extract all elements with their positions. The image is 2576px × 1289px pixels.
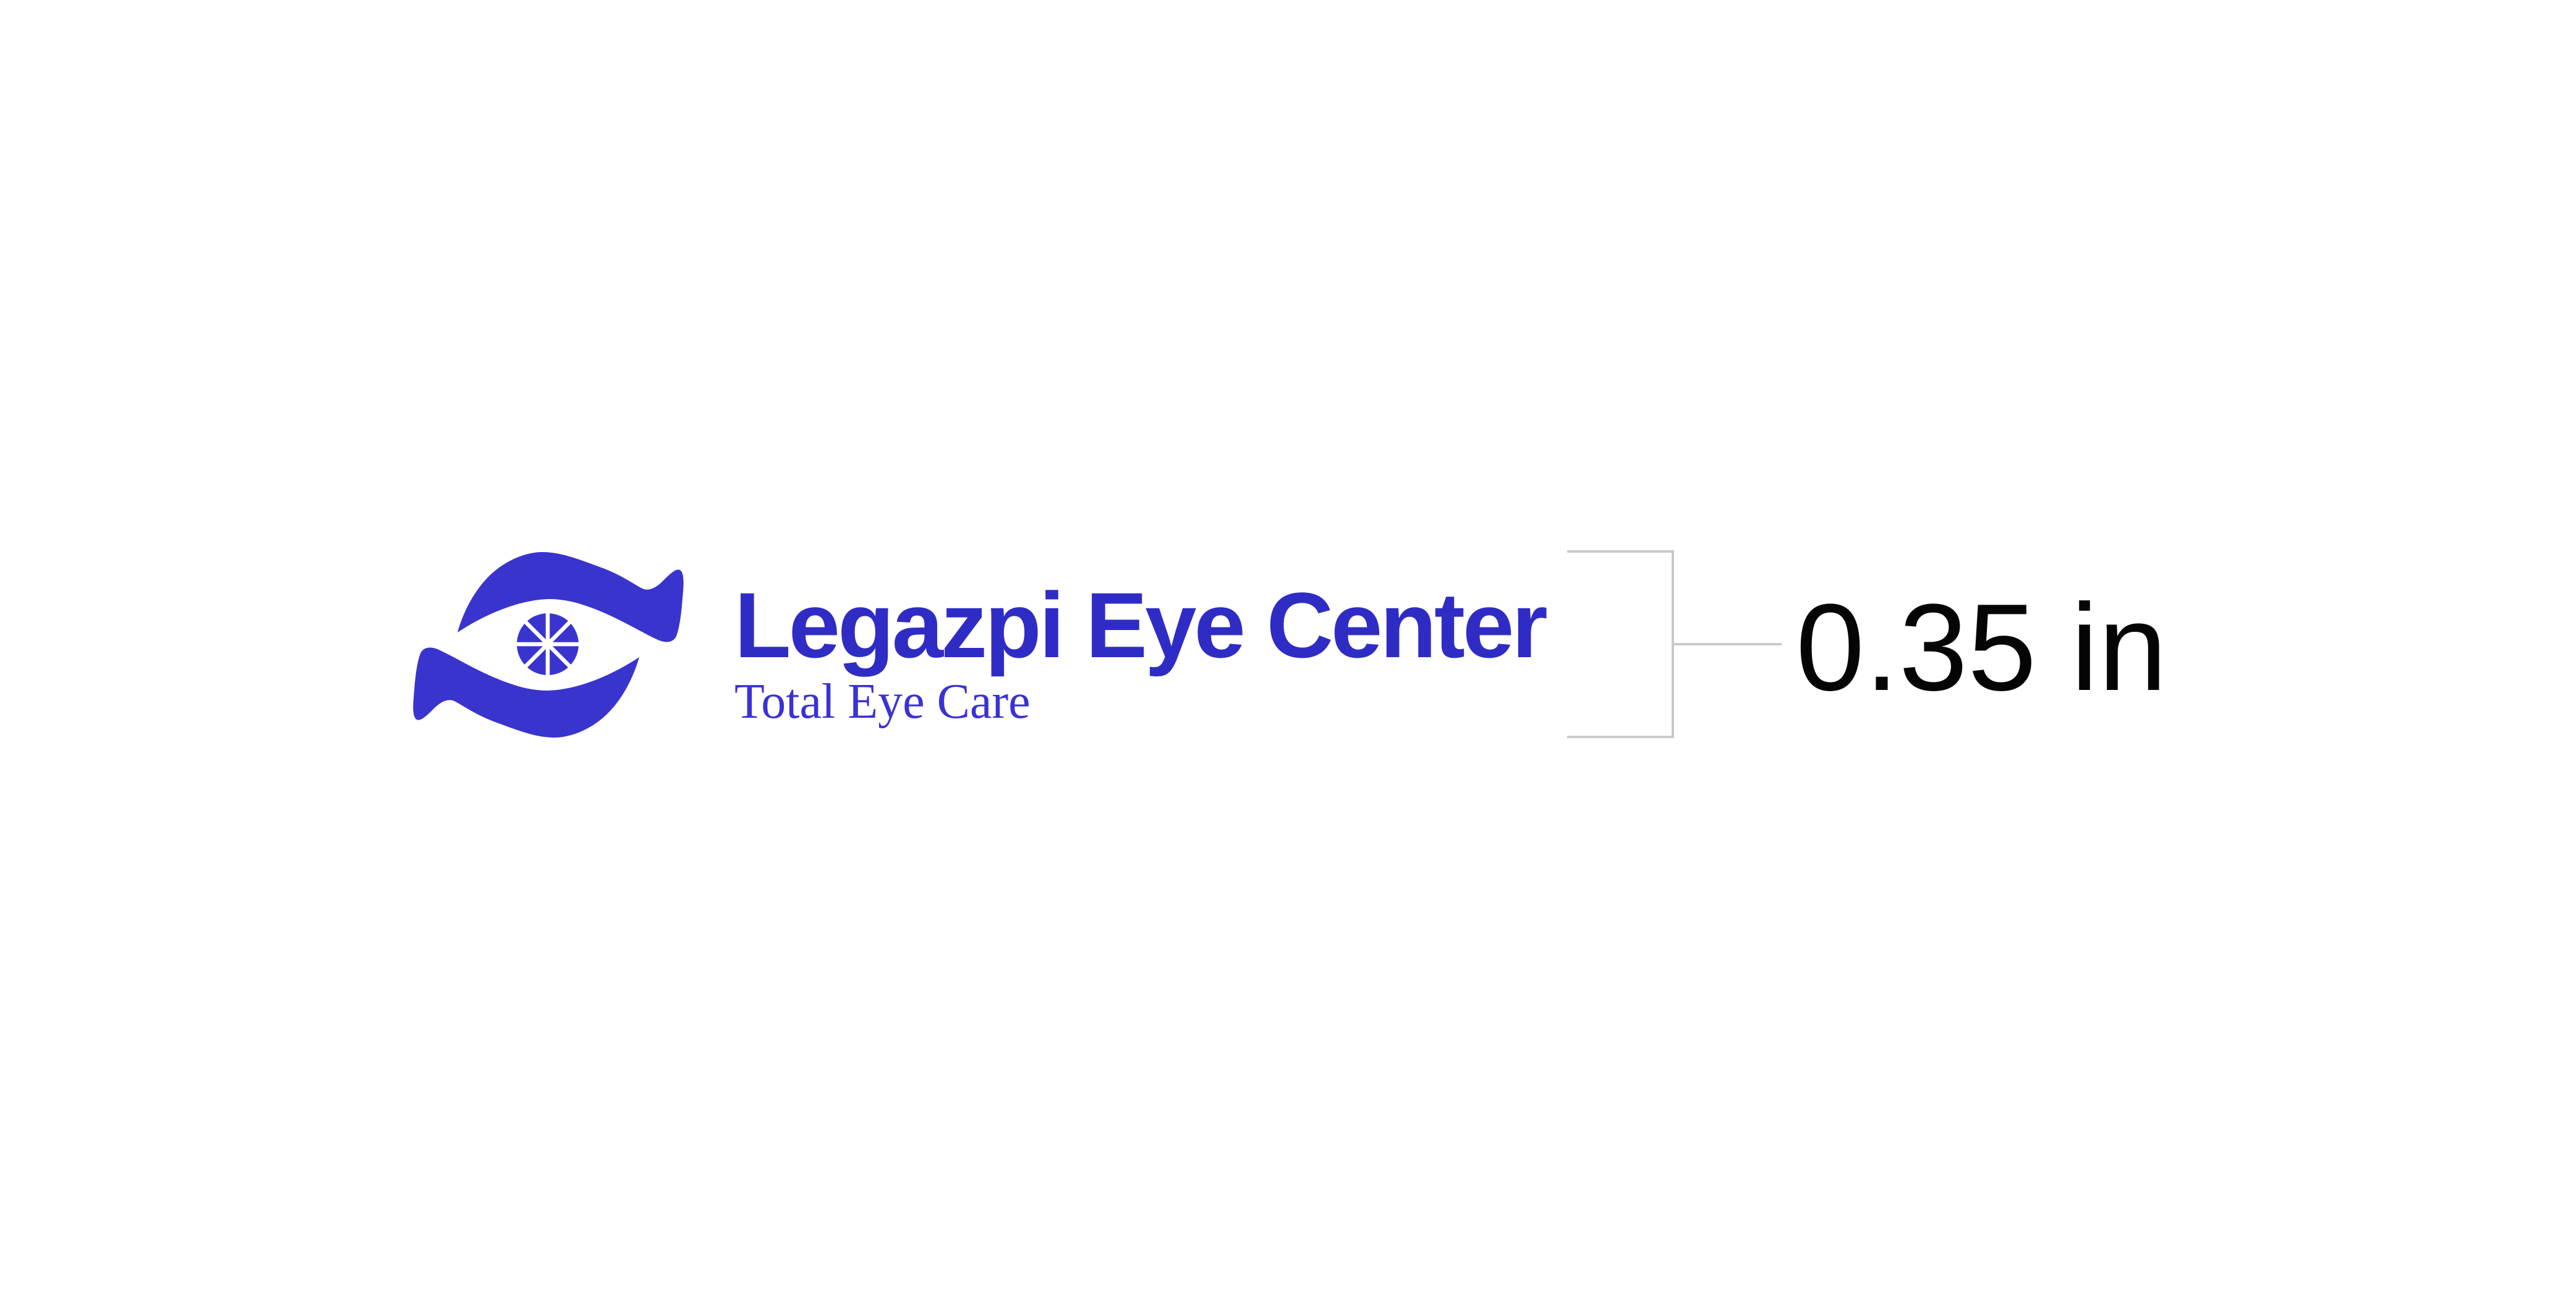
bracket-leader-line [1674,643,1782,645]
brand-tagline: Total Eye Care [734,674,1031,729]
bracket-vertical-line [1672,550,1674,738]
eye-mark-icon [413,551,684,738]
measurement-label: 0.35 in [1796,579,2167,717]
wave-shapes [413,551,684,738]
bracket-top-tick [1567,550,1674,553]
brand-name: Legazpi Eye Center [734,573,1548,677]
bracket-bottom-tick [1567,736,1674,738]
iris-wheel-icon [516,612,580,676]
